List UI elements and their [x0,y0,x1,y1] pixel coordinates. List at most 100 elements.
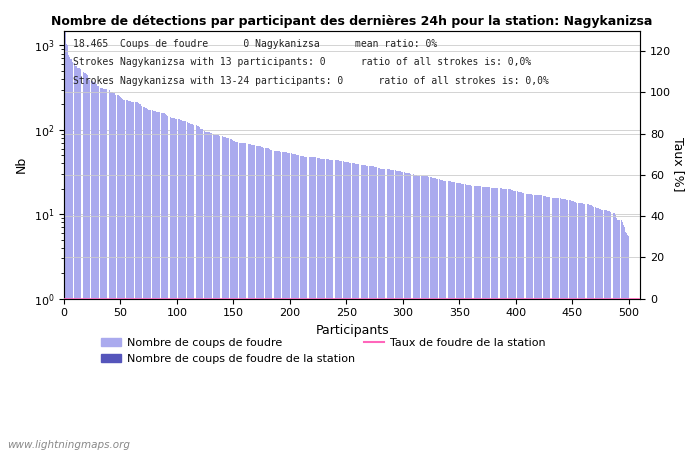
Bar [305,157,306,450]
Bar [103,89,104,450]
Bar [323,159,324,450]
Bar [184,121,186,450]
Bar [232,140,233,450]
Bar [439,179,440,450]
Bar [547,197,548,450]
Bar [152,110,153,450]
Bar [220,136,221,450]
Bar [217,135,218,450]
Bar [214,135,215,450]
Bar [588,204,589,450]
Bar [518,192,519,450]
Bar [316,158,318,450]
Bar [467,185,468,450]
Bar [137,102,138,450]
Bar [477,186,478,450]
Bar [537,195,538,450]
Bar [506,189,507,450]
Bar [148,110,149,450]
Bar [139,104,140,450]
Bar [141,106,142,450]
Bar [502,189,503,450]
Bar [475,186,476,450]
Bar [585,204,587,450]
Bar [539,195,540,450]
Bar [209,132,210,450]
Bar [207,132,208,450]
Bar [568,200,570,450]
Bar [64,29,66,450]
Text: Strokes Nagykanizsa with 13-24 participants: 0      ratio of all strokes is: 0,0: Strokes Nagykanizsa with 13-24 participa… [73,76,548,86]
Bar [172,118,173,450]
Bar [504,189,505,450]
Bar [424,176,425,450]
Bar [432,178,433,450]
Bar [544,196,545,450]
Bar [326,159,327,450]
Bar [627,235,629,450]
Bar [480,186,482,450]
Bar [513,190,514,450]
Bar [246,144,248,450]
Text: 18.465  Coups de foudre      0 Nagykanizsa      mean ratio: 0%: 18.465 Coups de foudre 0 Nagykanizsa mea… [73,39,437,49]
Bar [189,123,190,450]
Bar [574,202,575,450]
Bar [427,176,428,450]
Bar [463,184,464,450]
Bar [579,203,580,450]
Bar [351,163,353,450]
Bar [120,97,121,450]
Bar [223,136,224,450]
Bar [254,145,256,450]
Bar [421,176,423,450]
Bar [134,102,136,450]
Bar [623,225,624,450]
Bar [468,185,469,450]
Bar [625,231,626,450]
Bar [466,185,467,450]
Bar [622,222,623,450]
Bar [66,45,68,450]
Bar [489,188,491,450]
Bar [531,194,532,450]
Bar [149,110,150,450]
Bar [555,198,556,450]
Bar [111,92,112,450]
Bar [626,233,627,450]
Bar [79,68,81,450]
Bar [215,135,216,450]
Bar [260,146,261,450]
Bar [601,210,602,450]
Bar [580,203,581,450]
Bar [318,158,320,450]
Bar [113,93,114,450]
Bar [423,176,424,450]
Bar [483,187,484,450]
Bar [293,154,294,450]
Bar [239,143,241,450]
Bar [556,198,557,450]
Bar [68,55,69,450]
Bar [408,173,409,450]
Bar [521,193,522,450]
Bar [119,95,120,450]
Bar [121,98,122,450]
Bar [390,170,391,450]
Bar [563,199,564,450]
Bar [491,188,493,450]
Bar [132,102,133,450]
Bar [433,178,434,450]
Bar [425,176,426,450]
Bar [266,148,267,450]
Bar [204,131,206,450]
Bar [310,157,311,450]
Bar [225,137,226,450]
Bar [347,162,348,450]
Bar [235,142,236,450]
Bar [237,142,239,450]
Bar [514,190,515,450]
Bar [614,213,615,450]
Bar [129,101,130,450]
Bar [180,120,181,450]
Bar [73,62,74,450]
